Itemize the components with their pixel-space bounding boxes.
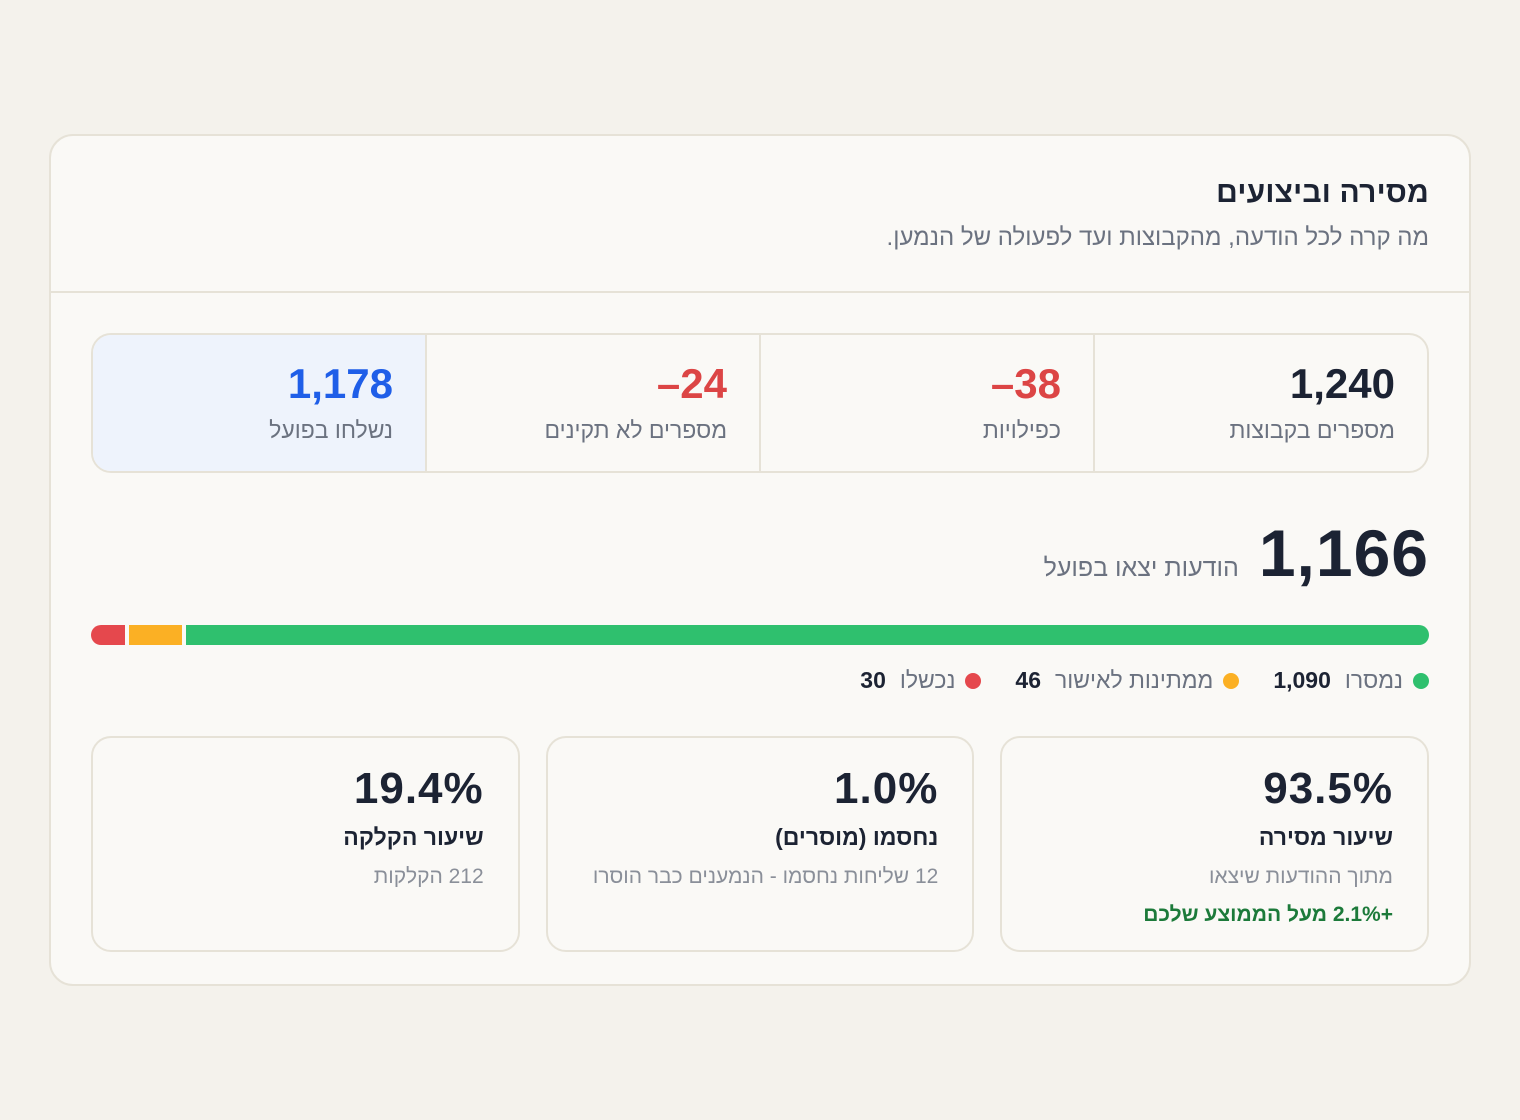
metric-delivery-rate: 93.5% שיעור מסירה מתוך ההודעות שיצאו +2.… (1000, 736, 1429, 952)
metric-title: שיעור הקלקה (343, 824, 484, 850)
funnel-stats: 1,240 מספרים בקבוצות –38 כפילויות –24 מס… (91, 333, 1429, 473)
progress-segment-failed (91, 625, 126, 645)
metric-delta: +2.1% מעל הממוצע שלכם (1143, 903, 1393, 926)
metric-value: 19.4% (353, 764, 484, 813)
funnel-label: מספרים לא תקינים (544, 417, 727, 444)
delivery-performance-card: מסירה וביצועים מה קרה לכל הודעה, מהקבוצו… (49, 134, 1471, 986)
metric-title: נחסמו (מוסרים) (775, 824, 939, 850)
legend-item-delivered: נמסרו 1,090 (1273, 667, 1429, 694)
headline-label: הודעות יצאו בפועל (1043, 554, 1239, 582)
metric-value: 1.0% (834, 764, 939, 813)
card-header: מסירה וביצועים מה קרה לכל הודעה, מהקבוצו… (51, 136, 1469, 293)
funnel-label: מספרים בקבוצות (1229, 417, 1395, 444)
legend-label: ממתינות לאישור (1055, 667, 1214, 693)
funnel-value: –38 (990, 360, 1061, 407)
legend-dot-delivered (1413, 672, 1429, 689)
funnel-step-invalid: –24 מספרים לא תקינים (425, 335, 759, 471)
legend-value: 30 (860, 667, 886, 693)
card-body: 1,240 מספרים בקבוצות –38 כפילויות –24 מס… (51, 293, 1469, 952)
card-title: מסירה וביצועים (1216, 176, 1429, 209)
funnel-step-duplicates: –38 כפילויות (759, 335, 1093, 471)
metric-value: 93.5% (1263, 764, 1393, 813)
funnel-label: כפילויות (982, 417, 1061, 444)
metric-blocked-rate: 1.0% נחסמו (מוסרים) 12 שליחות נחסמו - הנ… (545, 736, 975, 952)
funnel-label: נשלחו בפועל (269, 417, 393, 444)
legend-item-failed: נכשלו 30 (860, 667, 982, 694)
delivery-progress-bar (91, 625, 1429, 645)
progress-segment-pending (129, 625, 182, 645)
messages-sent-headline: 1,166 הודעות יצאו בפועל (91, 515, 1429, 591)
legend-label: נכשלו (899, 667, 956, 693)
funnel-value: –24 (656, 360, 727, 407)
legend-label: נמסרו (1344, 667, 1403, 693)
funnel-step-sent: 1,178 נשלחו בפועל (93, 335, 425, 471)
funnel-value: 1,240 (1289, 360, 1395, 407)
headline-value: 1,166 (1258, 516, 1429, 590)
metrics-row: 93.5% שיעור מסירה מתוך ההודעות שיצאו +2.… (90, 736, 1429, 952)
legend-value: 1,090 (1273, 667, 1331, 693)
legend-item-pending: ממתינות לאישור 46 (1015, 667, 1240, 694)
legend-value: 46 (1015, 667, 1041, 693)
metric-subtitle: 212 הקלקות (373, 865, 484, 888)
card-subtitle: מה קרה לכל הודעה, מהקבוצות ועד לפעולה של… (886, 224, 1429, 251)
metric-click-rate: 19.4% שיעור הקלקה 212 הקלקות (90, 736, 520, 952)
metric-subtitle: 12 שליחות נחסמו - הנמענים כבר הוסרו (592, 865, 939, 888)
metric-title: שיעור מסירה (1258, 824, 1393, 850)
progress-legend: נמסרו 1,090 ממתינות לאישור 46 נכשלו 30 (91, 667, 1429, 694)
legend-dot-failed (965, 672, 982, 689)
funnel-value: 1,178 (287, 360, 393, 407)
funnel-step-grouped: 1,240 מספרים בקבוצות (1093, 335, 1427, 471)
metric-subtitle: מתוך ההודעות שיצאו (1208, 865, 1393, 888)
progress-segment-delivered (185, 625, 1429, 645)
legend-dot-pending (1223, 672, 1240, 689)
